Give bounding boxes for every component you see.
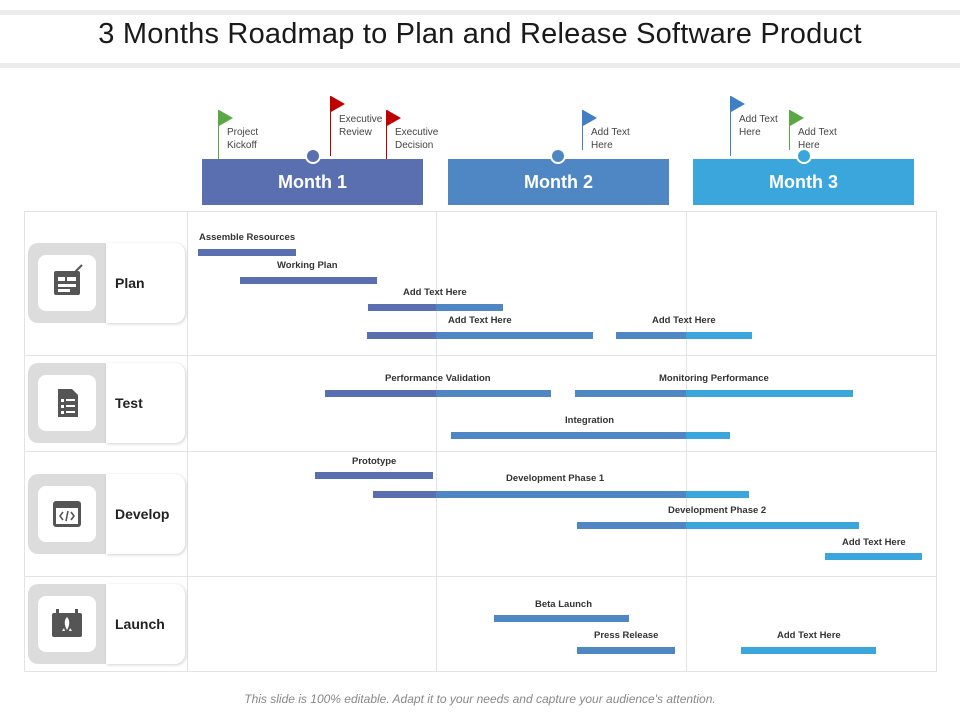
- task-bar: [577, 522, 859, 529]
- footer-note: This slide is 100% editable. Adapt it to…: [244, 692, 716, 706]
- lane-card-develop: Develop: [28, 474, 185, 554]
- task-bar: [198, 249, 296, 256]
- task-label: Performance Validation: [385, 373, 491, 384]
- milestone-label-4: Add Text Here: [591, 127, 630, 151]
- month-1-marker: [305, 148, 321, 164]
- month-3-marker: [796, 148, 812, 164]
- task-label: Monitoring Performance: [659, 373, 769, 384]
- task-bar: [741, 647, 876, 654]
- task-label: Integration: [565, 415, 615, 426]
- task-bar: [368, 304, 503, 311]
- page-title: 3 Months Roadmap to Plan and Release Sof…: [98, 18, 862, 50]
- task-label: Add Text Here: [652, 315, 716, 326]
- task-label: Add Text Here: [448, 315, 512, 326]
- task-bar: [325, 390, 551, 397]
- roadmap-grid: [24, 211, 937, 672]
- lane-divider: [24, 451, 937, 452]
- task-label: Press Release: [594, 630, 659, 641]
- lane-card-launch: Launch: [28, 584, 185, 664]
- lane-label-plan: Plan: [115, 275, 145, 291]
- lane-card-test: Test: [28, 363, 185, 443]
- month-1-header: Month 1: [202, 159, 423, 205]
- lane-divider: [24, 576, 937, 577]
- task-label: Assemble Resources: [199, 232, 296, 243]
- task-bar: [825, 553, 922, 560]
- milestone-label-6: Add Text Here: [798, 127, 837, 151]
- task-label: Beta Launch: [535, 599, 593, 610]
- lane-label-develop: Develop: [115, 506, 170, 522]
- task-label: Working Plan: [277, 260, 338, 271]
- column-divider: [187, 211, 188, 672]
- lane-divider: [24, 355, 937, 356]
- lane-label-launch: Launch: [115, 616, 165, 632]
- blueprint-icon: [38, 255, 96, 311]
- checklist-icon: [38, 375, 96, 431]
- month-2-marker: [550, 148, 566, 164]
- task-label: Development Phase 2: [668, 505, 767, 516]
- task-bar: [367, 332, 593, 339]
- task-label: Add Text Here: [777, 630, 841, 641]
- task-label: Add Text Here: [403, 287, 467, 298]
- task-bar: [315, 472, 433, 479]
- milestone-label-1: Project Kickoff: [227, 127, 259, 151]
- task-bar: [373, 491, 749, 498]
- lane-card-plan: Plan: [28, 243, 185, 323]
- task-label: Development Phase 1: [506, 473, 605, 484]
- milestone-label-2: Executive Review: [339, 114, 383, 138]
- task-bar: [494, 615, 629, 622]
- month-3-header: Month 3: [693, 159, 914, 205]
- task-bar: [240, 277, 377, 284]
- task-label: Add Text Here: [842, 537, 906, 548]
- rocket-calendar-icon: [38, 596, 96, 652]
- task-bar: [575, 390, 853, 397]
- column-divider: [436, 211, 437, 672]
- code-window-icon: [38, 486, 96, 542]
- milestone-label-3: Executive Decision: [395, 127, 439, 151]
- task-bar: [577, 647, 675, 654]
- task-label: Prototype: [352, 456, 397, 467]
- title-band: [0, 10, 960, 68]
- lane-label-test: Test: [115, 395, 143, 411]
- task-bar: [451, 432, 730, 439]
- milestone-label-5: Add Text Here: [739, 114, 778, 138]
- task-bar: [616, 332, 752, 339]
- column-divider: [686, 211, 687, 672]
- month-2-header: Month 2: [448, 159, 669, 205]
